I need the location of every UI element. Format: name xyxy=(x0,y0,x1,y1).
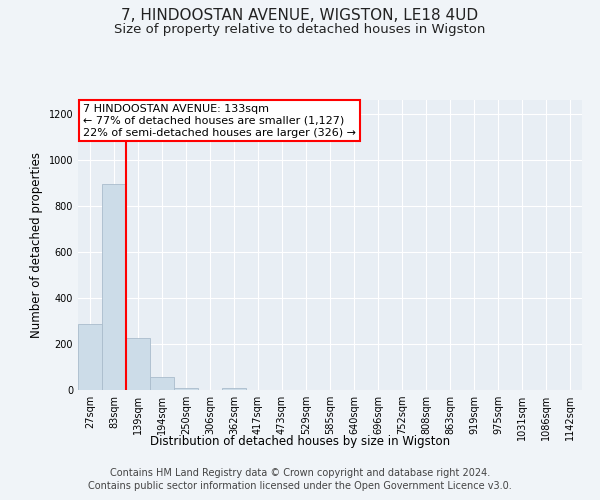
Text: Size of property relative to detached houses in Wigston: Size of property relative to detached ho… xyxy=(115,22,485,36)
Text: Contains public sector information licensed under the Open Government Licence v3: Contains public sector information licen… xyxy=(88,481,512,491)
Bar xyxy=(174,388,198,390)
Text: Contains HM Land Registry data © Crown copyright and database right 2024.: Contains HM Land Registry data © Crown c… xyxy=(110,468,490,477)
Bar xyxy=(78,324,102,390)
Text: 7, HINDOOSTAN AVENUE, WIGSTON, LE18 4UD: 7, HINDOOSTAN AVENUE, WIGSTON, LE18 4UD xyxy=(121,8,479,22)
Bar xyxy=(126,338,150,390)
Bar xyxy=(222,388,246,390)
Text: Distribution of detached houses by size in Wigston: Distribution of detached houses by size … xyxy=(150,435,450,448)
Bar xyxy=(150,378,174,390)
Text: 7 HINDOOSTAN AVENUE: 133sqm
← 77% of detached houses are smaller (1,127)
22% of : 7 HINDOOSTAN AVENUE: 133sqm ← 77% of det… xyxy=(83,104,356,138)
Bar xyxy=(102,184,126,390)
Y-axis label: Number of detached properties: Number of detached properties xyxy=(30,152,43,338)
